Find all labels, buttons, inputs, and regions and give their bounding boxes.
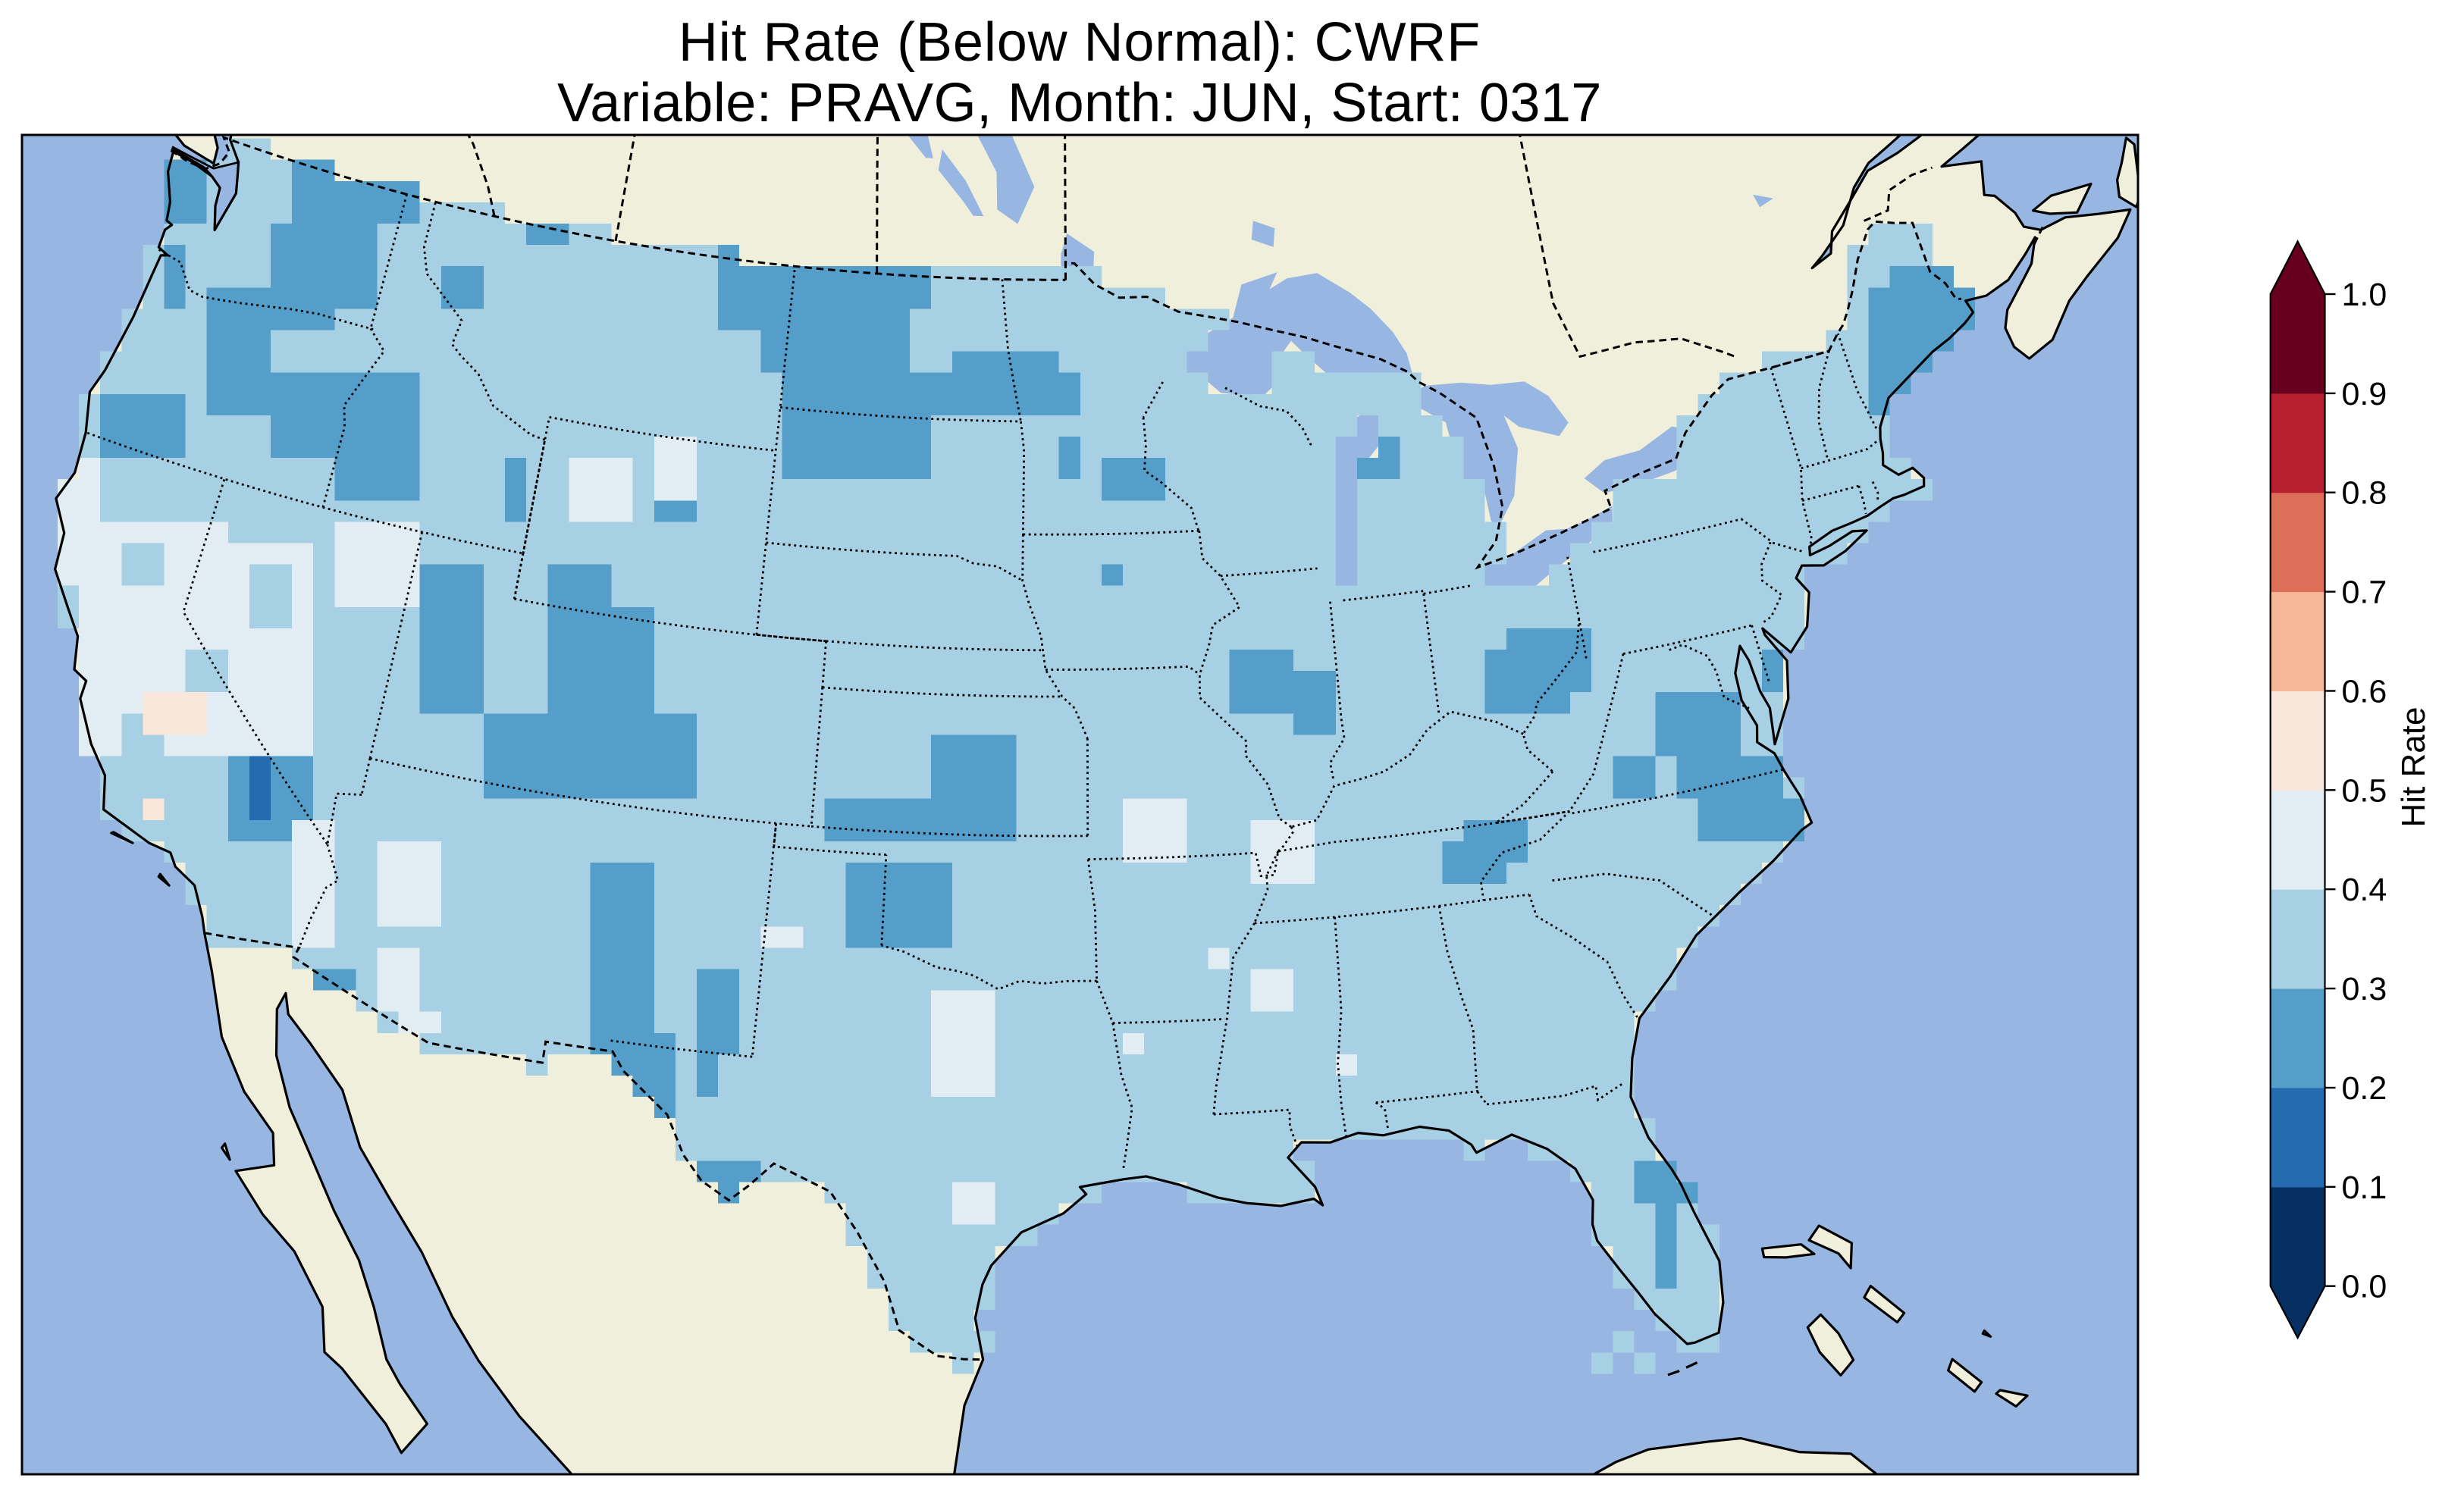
svg-text:0.9: 0.9 — [2342, 376, 2387, 412]
svg-text:0.7: 0.7 — [2342, 575, 2387, 611]
svg-text:1.0: 1.0 — [2342, 277, 2387, 313]
svg-text:0.2: 0.2 — [2342, 1070, 2387, 1107]
svg-text:0.5: 0.5 — [2342, 772, 2387, 809]
svg-text:Hit Rate (Below Normal): CWRF: Hit Rate (Below Normal): CWRF — [679, 12, 1481, 73]
svg-text:0.4: 0.4 — [2342, 872, 2387, 908]
svg-text:0.8: 0.8 — [2342, 475, 2387, 512]
svg-text:0.0: 0.0 — [2342, 1269, 2387, 1305]
svg-text:Hit Rate: Hit Rate — [2395, 707, 2432, 828]
svg-text:Variable: PRAVG, Month: JUN, S: Variable: PRAVG, Month: JUN, Start: 0317 — [557, 73, 1602, 133]
svg-text:0.3: 0.3 — [2342, 971, 2387, 1007]
svg-text:0.1: 0.1 — [2342, 1170, 2387, 1206]
svg-text:0.6: 0.6 — [2342, 674, 2387, 710]
